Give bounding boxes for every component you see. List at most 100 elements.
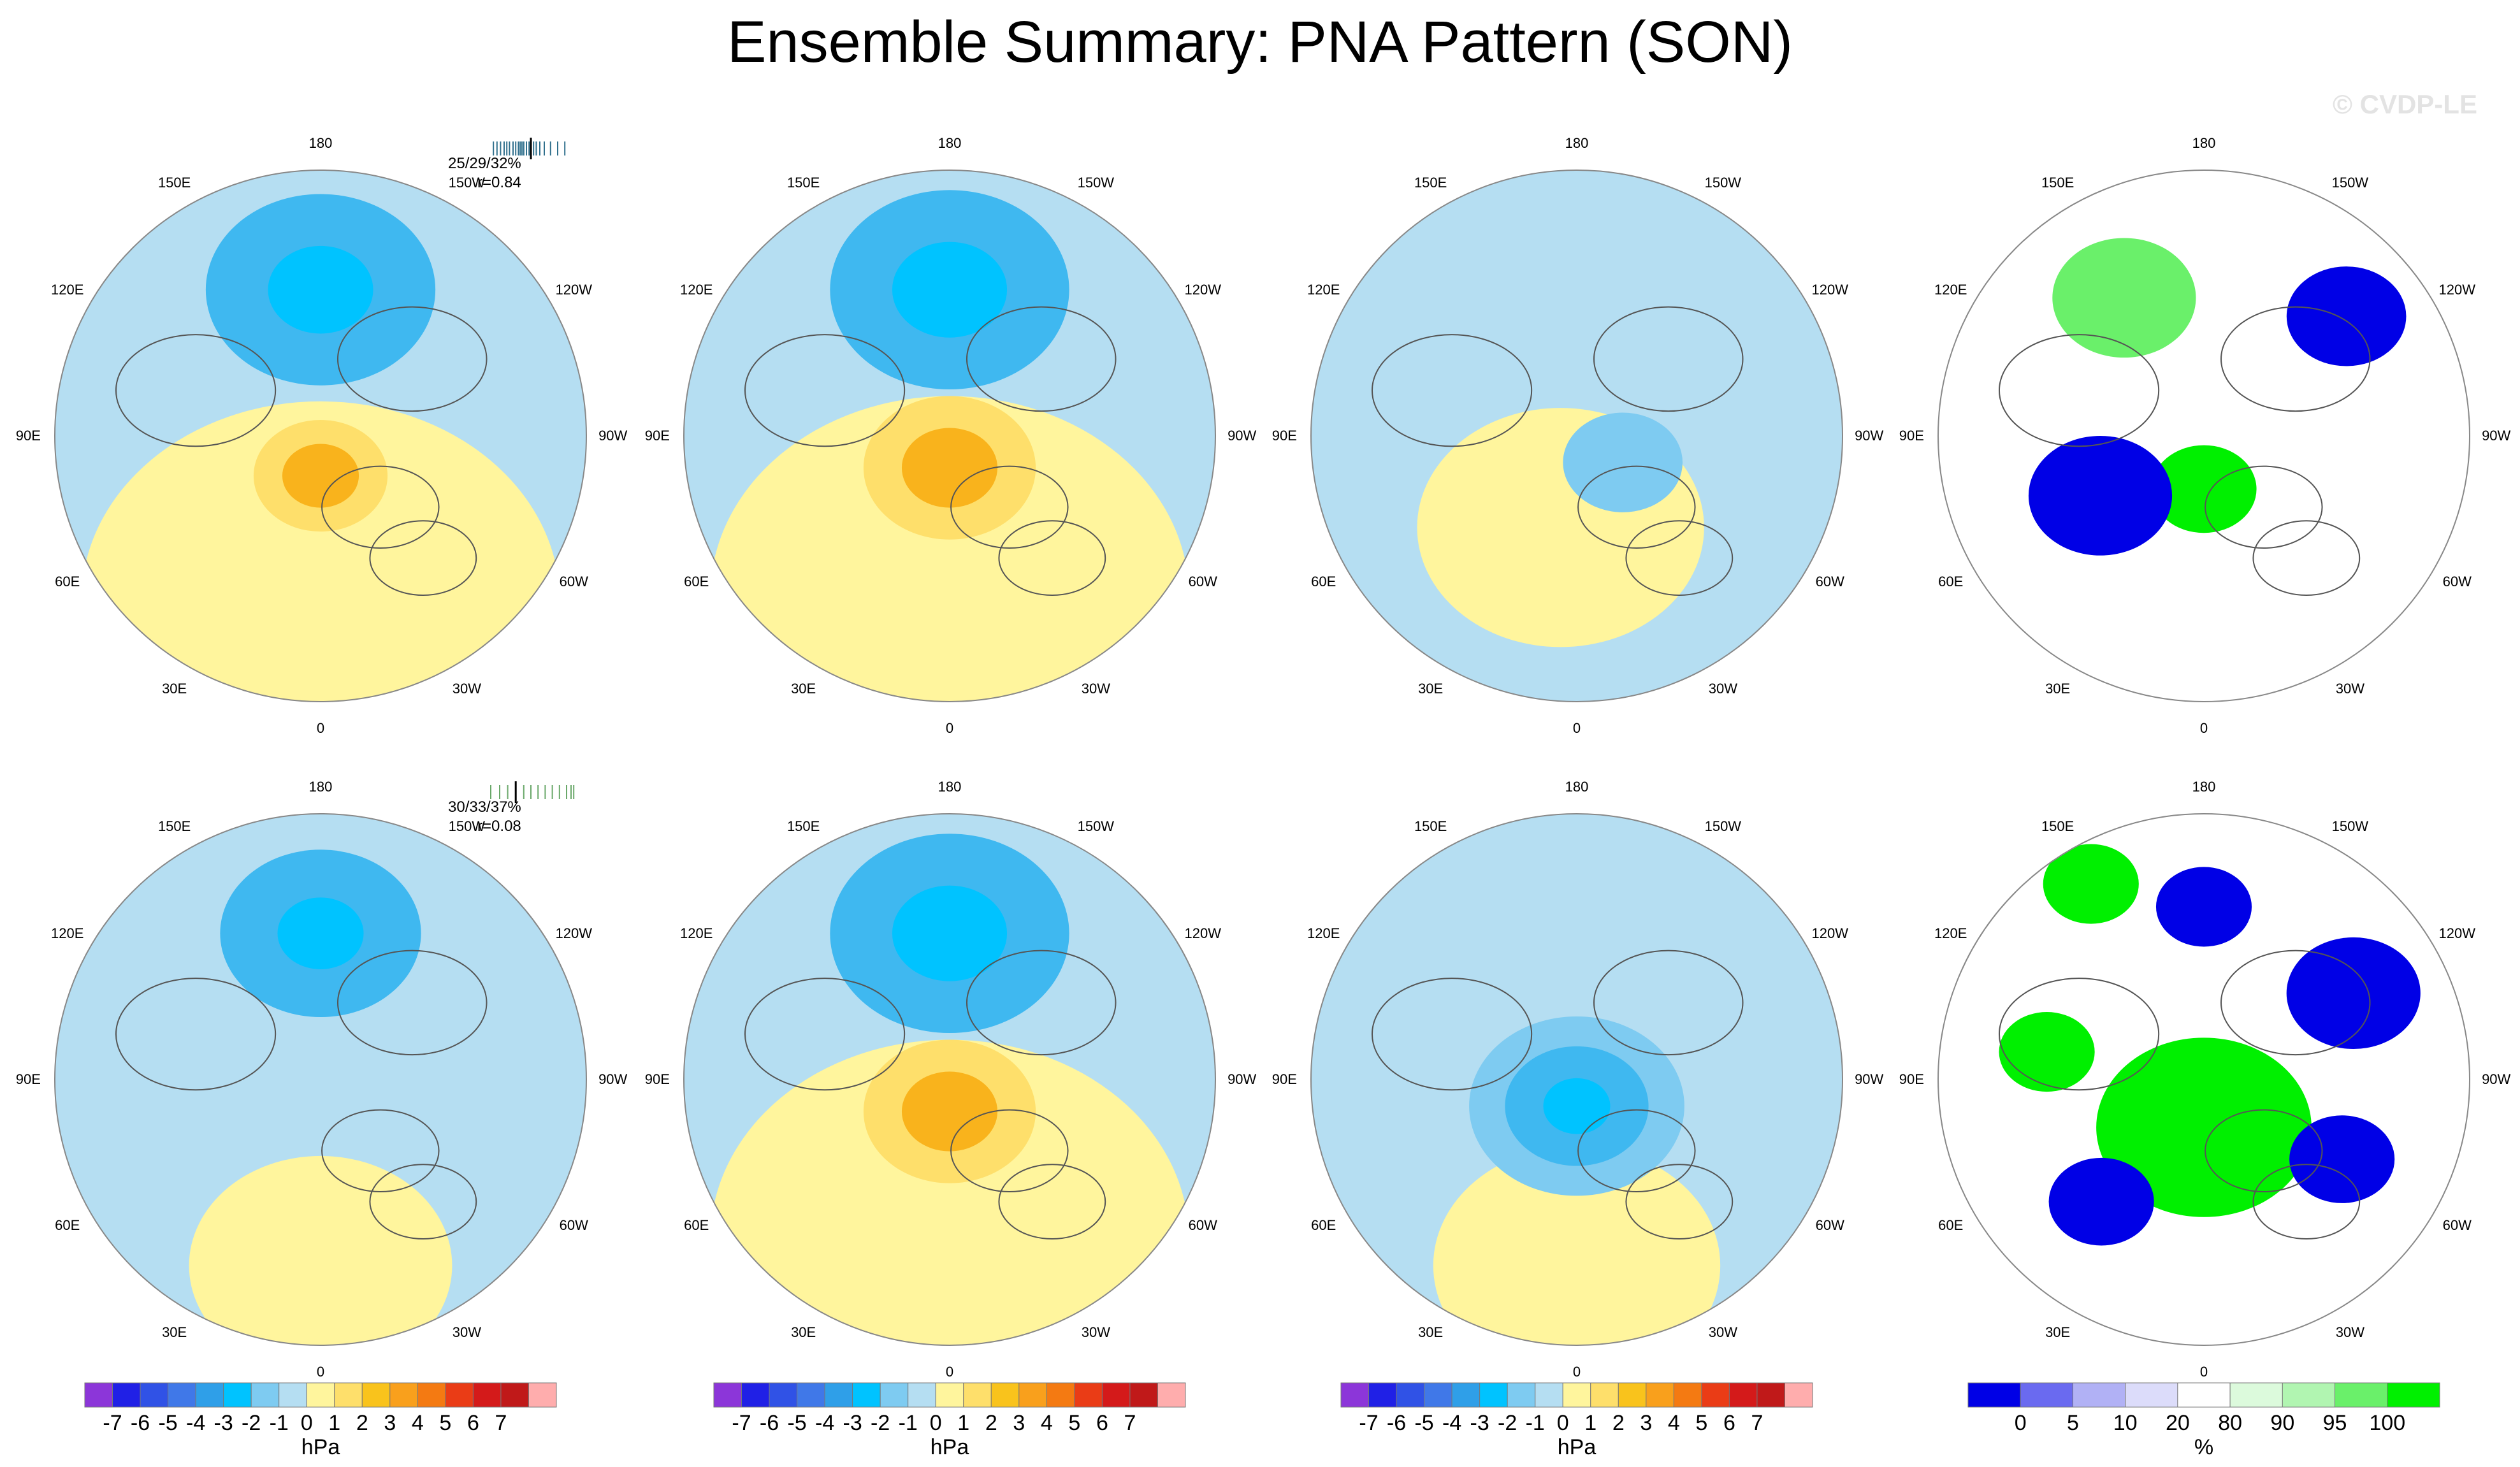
coastlines bbox=[115, 306, 488, 596]
colorbar-units: hPa bbox=[301, 1435, 340, 1459]
colorbar-swatch bbox=[1618, 1382, 1647, 1408]
colorbar-label: 5 bbox=[1068, 1411, 1081, 1435]
lon-label-30W: 30W bbox=[1708, 1324, 1737, 1341]
lon-label-90W: 90W bbox=[1227, 428, 1257, 444]
colorbar-label: -2 bbox=[1498, 1411, 1517, 1435]
colorbar-swatch bbox=[797, 1382, 825, 1408]
lon-label-90W: 90W bbox=[1855, 428, 1884, 444]
coastlines bbox=[1998, 306, 2371, 596]
colorbar-label: 0 bbox=[929, 1411, 942, 1435]
coastlines bbox=[1998, 950, 2371, 1240]
colorbar-label: -7 bbox=[732, 1411, 751, 1435]
lon-label-0: 0 bbox=[2199, 719, 2208, 736]
coastlines bbox=[1371, 306, 1744, 596]
lon-label-180: 180 bbox=[308, 779, 333, 795]
map-border bbox=[1937, 813, 2470, 1346]
coastline-1 bbox=[115, 334, 277, 447]
coastlines bbox=[1371, 950, 1744, 1240]
colorbar-swatch bbox=[769, 1382, 798, 1408]
colorbar-label: -1 bbox=[1525, 1411, 1545, 1435]
map-border bbox=[54, 170, 587, 702]
coastline-3 bbox=[2252, 520, 2361, 596]
colorbar-label: -1 bbox=[898, 1411, 918, 1435]
colorbar-label: -5 bbox=[1414, 1411, 1434, 1435]
colorbar-label: 7 bbox=[1751, 1411, 1763, 1435]
colorbar-label: 4 bbox=[1667, 1411, 1680, 1435]
colorbar-label: 5 bbox=[439, 1411, 452, 1435]
lon-label-150W: 150W bbox=[2331, 174, 2369, 191]
field-region-4 bbox=[282, 444, 359, 508]
lon-label-150E: 150E bbox=[786, 818, 820, 834]
colorbar-swatch bbox=[1074, 1382, 1103, 1408]
colorbar-swatch bbox=[2177, 1382, 2231, 1408]
map-field bbox=[1417, 408, 1704, 647]
map-border bbox=[683, 813, 1216, 1346]
colorbar-swatch bbox=[389, 1382, 418, 1408]
colorbar-swatch bbox=[306, 1382, 335, 1408]
field-region-1 bbox=[2155, 867, 2252, 947]
coastline-0 bbox=[1577, 1109, 1696, 1193]
lon-label-90W: 90W bbox=[1855, 1071, 1884, 1087]
map-border bbox=[1310, 170, 1843, 702]
colorbar-swatch bbox=[1046, 1382, 1075, 1408]
colorbar-units: hPa bbox=[930, 1435, 969, 1459]
map-field bbox=[2028, 238, 2407, 556]
colorbar-swatch bbox=[417, 1382, 446, 1408]
colorbar-label: 2 bbox=[1612, 1411, 1625, 1435]
field-region-3 bbox=[2289, 1115, 2395, 1203]
lon-label-120E: 120E bbox=[1307, 925, 1340, 941]
lon-label-30W: 30W bbox=[452, 1324, 481, 1341]
colorbar-label: 2 bbox=[356, 1411, 368, 1435]
colorbar-label: -7 bbox=[1359, 1411, 1379, 1435]
colorbar-label: -5 bbox=[158, 1411, 178, 1435]
lon-label-30W: 30W bbox=[452, 681, 481, 697]
lon-label-90W: 90W bbox=[2482, 428, 2511, 444]
colorbar-label: 20 bbox=[2165, 1411, 2190, 1435]
map-panel-obs_top bbox=[683, 170, 1216, 702]
lon-label-120E: 120E bbox=[51, 925, 84, 941]
coastline-2 bbox=[2220, 950, 2371, 1056]
colorbar-label: 6 bbox=[1096, 1411, 1108, 1435]
lon-label-120E: 120E bbox=[1934, 281, 1967, 298]
field-region-2 bbox=[892, 885, 1008, 981]
lon-label-30W: 30W bbox=[1081, 681, 1110, 697]
coastline-0 bbox=[321, 465, 440, 549]
lon-label-60W: 60W bbox=[1188, 1217, 1217, 1234]
lon-label-120E: 120E bbox=[680, 281, 713, 298]
lon-label-60W: 60W bbox=[1188, 574, 1217, 590]
map-panel-obs_bottom bbox=[683, 813, 1216, 1408]
colorbar-label: 2 bbox=[985, 1411, 997, 1435]
lon-label-90W: 90W bbox=[2482, 1071, 2511, 1087]
colorbar-swatch bbox=[824, 1382, 853, 1408]
lon-label-120W: 120W bbox=[2438, 925, 2475, 941]
coastline-2 bbox=[966, 306, 1117, 412]
map-panel-cesm2 bbox=[54, 138, 587, 702]
colorbar-units: % bbox=[2194, 1435, 2214, 1459]
colorbar-swatch bbox=[1646, 1382, 1674, 1408]
lon-label-0: 0 bbox=[2199, 1363, 2208, 1380]
colorbar-swatch bbox=[334, 1382, 363, 1408]
lon-label-120W: 120W bbox=[1811, 925, 1848, 941]
colorbar-label: 5 bbox=[1695, 1411, 1708, 1435]
colorbar-label: 95 bbox=[2322, 1411, 2347, 1435]
map-panel-diff_bottom bbox=[1310, 813, 1843, 1408]
colorbar-swatch bbox=[279, 1382, 307, 1408]
colorbar-label: 6 bbox=[1723, 1411, 1735, 1435]
map-field bbox=[1999, 844, 2421, 1246]
colorbar-label: -6 bbox=[1386, 1411, 1407, 1435]
lon-label-120W: 120W bbox=[555, 925, 592, 941]
coastline-2 bbox=[337, 306, 488, 412]
lon-label-30W: 30W bbox=[1708, 681, 1737, 697]
lon-label-30E: 30E bbox=[162, 681, 187, 697]
field-region-2 bbox=[2286, 937, 2421, 1050]
colorbar-swatch bbox=[713, 1382, 742, 1408]
stats-line-2: r=0.08 bbox=[477, 818, 521, 835]
lon-label-90E: 90E bbox=[1271, 428, 1297, 444]
colorbar-label: -3 bbox=[1470, 1411, 1489, 1435]
lon-label-60W: 60W bbox=[2442, 1217, 2472, 1234]
lon-label-60W: 60W bbox=[1815, 1217, 1844, 1234]
colorbar-swatch bbox=[2282, 1382, 2336, 1408]
lon-label-180: 180 bbox=[1565, 135, 1589, 152]
lon-label-60W: 60W bbox=[559, 1217, 588, 1234]
lon-label-120E: 120E bbox=[680, 925, 713, 941]
